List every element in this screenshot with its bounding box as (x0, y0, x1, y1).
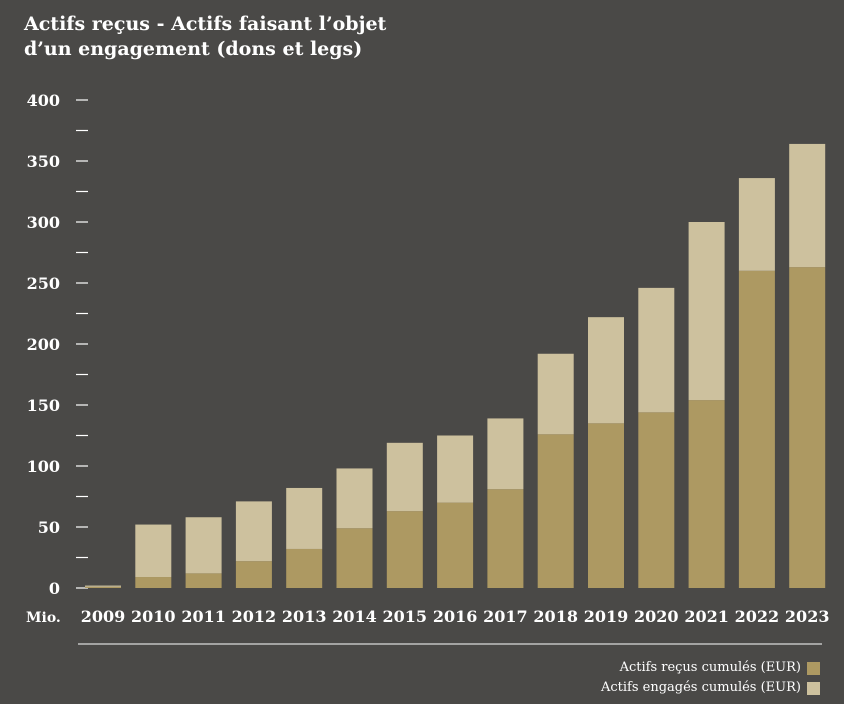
unit-label: Mio. (26, 610, 61, 626)
legend-label-received: Actifs reçus cumulés (EUR) (619, 660, 801, 675)
y-tick-label-50: 50 (38, 518, 60, 537)
y-tick-label-100: 100 (27, 457, 60, 476)
bar-2022-series-1 (738, 178, 775, 271)
bar-2023-series-1 (789, 143, 826, 268)
chart-title-line-2: d’un engagement (dons et legs) (24, 38, 363, 60)
x-tick-label-2019: 2019 (584, 607, 629, 626)
x-tick-label-2023: 2023 (785, 607, 830, 626)
y-axis: 0 50 100 150 200 250 300 350 400 (27, 91, 88, 598)
bar-2019-series-1 (588, 317, 624, 424)
legend-item-committed: Actifs engagés cumulés (EUR) (601, 678, 820, 698)
y-tick-label-200: 200 (27, 335, 60, 354)
bar-2013-series-1 (286, 487, 323, 549)
bar-2016-series-0 (437, 502, 474, 588)
x-tick-label-2020: 2020 (634, 607, 679, 626)
bar-2014-series-1 (336, 468, 373, 529)
bar-2016-series-1 (437, 435, 474, 503)
bar-2019-series-0 (588, 423, 624, 588)
bar-2015-series-1 (386, 442, 423, 512)
x-axis: Mio. 2009 2010 2011 2012 2013 2014 2015 2016 201… (26, 607, 829, 626)
bar-2017-series-0 (487, 489, 524, 588)
bar-2018-series-0 (537, 434, 574, 588)
bar-2015-series-0 (386, 511, 423, 588)
y-tick-label-250: 250 (27, 274, 60, 293)
x-tick-label-2017: 2017 (483, 607, 528, 626)
bar-2021-series-0 (688, 400, 725, 588)
y-tick-label-300: 300 (27, 213, 60, 232)
bar-2022-series-0 (738, 270, 775, 588)
bars-group (85, 143, 826, 588)
x-tick-label-2012: 2012 (232, 607, 277, 626)
y-tick-label-350: 350 (27, 152, 60, 171)
x-tick-label-2021: 2021 (684, 607, 729, 626)
legend-swatch-committed (807, 681, 820, 695)
x-tick-label-2010: 2010 (131, 607, 176, 626)
x-tick-label-2014: 2014 (332, 607, 377, 626)
bar-2021-series-1 (688, 222, 725, 401)
bar-2020-series-0 (638, 412, 675, 588)
bar-2012-series-1 (235, 501, 272, 562)
legend-swatch-received (807, 661, 820, 675)
bar-2009-series-1 (85, 585, 121, 587)
bar-2010-series-1 (135, 524, 172, 578)
bar-2014-series-0 (336, 528, 373, 588)
legend-label-committed: Actifs engagés cumulés (EUR) (600, 680, 801, 695)
x-tick-label-2016: 2016 (433, 607, 478, 626)
bar-2011-series-1 (185, 517, 222, 574)
x-tick-label-2015: 2015 (383, 607, 428, 626)
bar-2017-series-1 (487, 418, 524, 490)
y-tick-label-400: 400 (27, 91, 60, 110)
bar-2011-series-0 (185, 573, 222, 588)
bar-2010-series-0 (135, 577, 172, 588)
bar-2013-series-0 (286, 548, 323, 588)
x-tick-label-2022: 2022 (735, 607, 780, 626)
bar-2020-series-1 (638, 287, 675, 413)
x-tick-label-2018: 2018 (533, 607, 578, 626)
bar-2018-series-1 (537, 353, 574, 435)
y-tick-label-0: 0 (49, 579, 60, 598)
x-tick-label-2011: 2011 (181, 607, 226, 626)
chart-title: Actifs reçus - Actifs faisant l’objet d’… (24, 12, 386, 62)
legend: Actifs reçus cumulés (EUR) Actifs engagé… (601, 658, 820, 698)
x-tick-label-2009: 2009 (81, 607, 126, 626)
bar-2012-series-0 (235, 561, 272, 588)
chart-title-line-1: Actifs reçus - Actifs faisant l’objet (24, 13, 387, 35)
bar-2023-series-0 (789, 267, 826, 588)
bar-2009-series-0 (85, 586, 121, 588)
x-tick-label-2013: 2013 (282, 607, 327, 626)
y-tick-label-150: 150 (27, 396, 60, 415)
legend-item-received: Actifs reçus cumulés (EUR) (601, 658, 820, 678)
